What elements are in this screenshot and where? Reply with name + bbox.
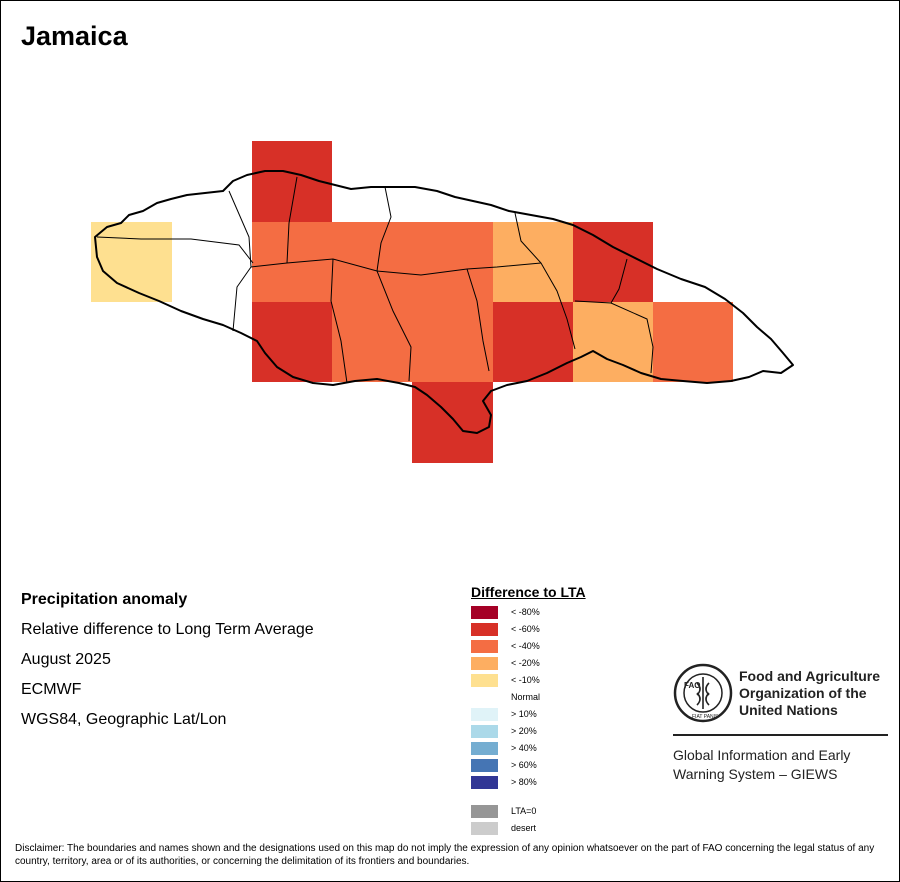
legend-label: > 60% — [511, 760, 537, 770]
legend-item: desert — [471, 821, 586, 838]
grid-cell — [412, 302, 493, 382]
legend-label: < -10% — [511, 675, 540, 685]
legend-swatch — [471, 822, 498, 835]
info-projection: WGS84, Geographic Lat/Lon — [21, 711, 227, 728]
legend-label: > 20% — [511, 726, 537, 736]
legend-swatch — [471, 759, 498, 772]
legend-item: < -80% — [471, 605, 586, 622]
legend-item: < -20% — [471, 656, 586, 673]
legend-label: > 10% — [511, 709, 537, 719]
anomaly-grid — [91, 141, 733, 463]
info-source: ECMWF — [21, 681, 82, 698]
legend-item: LTA=0 — [471, 804, 586, 821]
fao-motto: FIAT PANIS — [692, 714, 719, 720]
grid-cell — [332, 302, 412, 382]
legend-swatch — [471, 708, 498, 721]
giews-line: Warning System – GIEWS — [673, 766, 838, 782]
legend: Difference to LTA < -80% < -60% < -40% < -2… — [471, 584, 586, 838]
legend-swatch — [471, 674, 498, 687]
fao-logo-text: FAO — [684, 681, 700, 690]
grid-cell — [412, 382, 493, 463]
legend-item: > 80% — [471, 775, 586, 792]
legend-swatch — [471, 725, 498, 738]
legend-item: > 40% — [471, 741, 586, 758]
info-heading: Precipitation anomaly — [21, 591, 188, 608]
legend-swatch — [471, 805, 498, 818]
legend-label: desert — [511, 823, 537, 833]
grid-cell — [252, 302, 332, 382]
legend-swatch — [471, 657, 498, 670]
legend-swatch — [471, 742, 498, 755]
map-title: Jamaica — [21, 21, 128, 51]
legend-label: Normal — [511, 692, 541, 702]
legend-item: > 10% — [471, 707, 586, 724]
grid-cell — [573, 302, 653, 382]
legend-item: > 20% — [471, 724, 586, 741]
info-subtitle: Relative difference to Long Term Average — [21, 621, 314, 638]
legend-label: > 40% — [511, 743, 537, 753]
legend-item: < -10% — [471, 673, 586, 690]
legend-swatch — [471, 623, 498, 636]
giews-name: Global Information and Early Warning Sys… — [673, 746, 850, 784]
legend-item: Normal — [471, 690, 586, 707]
legend-item: < -60% — [471, 622, 586, 639]
map-info: Precipitation anomaly Relative differenc… — [21, 589, 314, 739]
fao-name-line: United Nations — [739, 702, 838, 718]
grid-cell — [653, 302, 733, 382]
info-period: August 2025 — [21, 651, 111, 668]
fao-name: Food and Agriculture Organization of the… — [739, 668, 880, 719]
legend-item: > 60% — [471, 758, 586, 775]
fao-name-line: Organization of the — [739, 685, 867, 701]
disclaimer: Disclaimer: The boundaries and names sho… — [15, 843, 875, 867]
divider — [673, 734, 888, 736]
legend-swatch — [471, 776, 498, 789]
legend-swatch — [471, 640, 498, 653]
fao-logo-icon: FAO FIAT PANIS — [673, 663, 733, 723]
grid-cell — [493, 222, 573, 302]
legend-label: < -60% — [511, 624, 540, 634]
legend-label: < -20% — [511, 658, 540, 668]
island-coastline — [94, 170, 794, 434]
legend-label: LTA=0 — [511, 806, 537, 816]
grid-cell — [252, 222, 332, 302]
legend-label: > 80% — [511, 777, 537, 787]
legend-title: Difference to LTA — [471, 584, 586, 600]
giews-line: Global Information and Early — [673, 747, 851, 763]
fao-name-line: Food and Agriculture — [739, 668, 881, 684]
grid-cell — [573, 222, 653, 302]
grid-cell — [412, 222, 493, 302]
legend-label: < -40% — [511, 641, 540, 651]
parish-boundaries — [96, 176, 654, 384]
legend-label: < -80% — [511, 607, 540, 617]
legend-swatch — [471, 606, 498, 619]
grid-cell — [493, 302, 573, 382]
legend-item: < -40% — [471, 639, 586, 656]
